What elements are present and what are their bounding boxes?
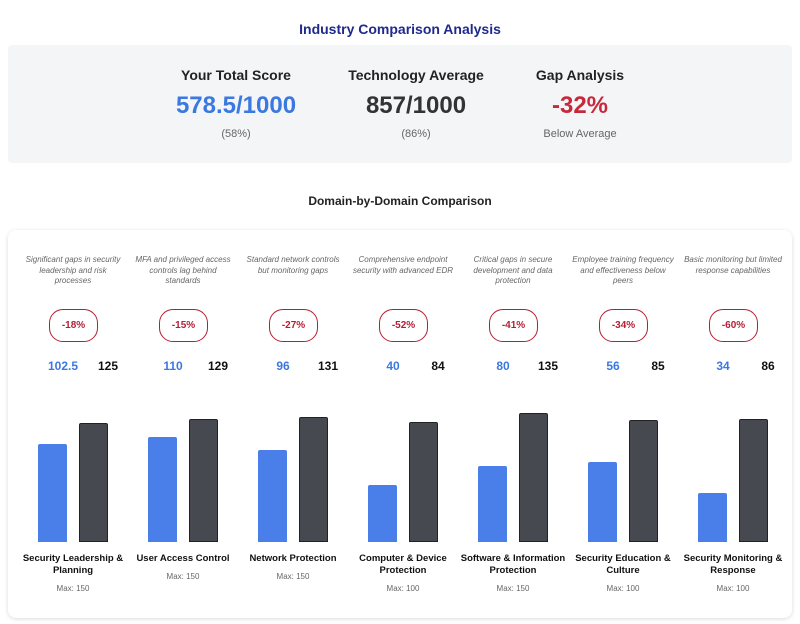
- domain-column: Basic monitoring but limited response ca…: [678, 230, 788, 618]
- your-score-bar: [368, 484, 397, 542]
- industry-average-bar: [299, 417, 328, 542]
- chart-title: Domain-by-Domain Comparison: [308, 194, 492, 208]
- domain-description: Critical gaps in secure development and …: [473, 255, 553, 285]
- domain-column: Employee training frequency and effectiv…: [568, 230, 678, 618]
- domain-column: Significant gaps in security leadership …: [18, 230, 128, 618]
- domain-column: Comprehensive endpoint security with adv…: [348, 230, 458, 618]
- page-title: Industry Comparison Analysis: [299, 21, 501, 37]
- domain-description: Comprehensive endpoint security with adv…: [352, 255, 454, 275]
- domain-max: Max: 150: [56, 584, 90, 593]
- domain-description: Employee training frequency and effectiv…: [572, 255, 674, 285]
- average-value: 125: [97, 359, 119, 373]
- average-value: 135: [537, 359, 559, 373]
- your-score-stat: Your Total Score 578.5/1000 (58%): [156, 67, 316, 140]
- domain-max: Max: 100: [386, 584, 420, 593]
- domain-name: User Access Control: [136, 553, 230, 564]
- your-score-value: 34: [716, 359, 730, 373]
- average-value: 131: [317, 359, 339, 373]
- average-value: 857/1000: [365, 92, 467, 119]
- average-value: 85: [651, 359, 665, 373]
- gap-stat: Gap Analysis -32% Below Average: [500, 67, 660, 140]
- domain-name: Security Education & Culture: [575, 553, 671, 576]
- domain-name: Software & Information Protection: [460, 553, 566, 576]
- gap-value: -32%: [551, 92, 609, 119]
- domain-name: Security Monitoring & Response: [683, 553, 783, 576]
- your-score-value: 56: [606, 359, 620, 373]
- domain-name: Computer & Device Protection: [359, 553, 447, 576]
- domain-column: MFA and privileged access controls lag b…: [128, 230, 238, 618]
- gap-badge: -41%: [489, 309, 538, 342]
- gap-badge: -60%: [709, 309, 758, 342]
- gap-badge: -27%: [269, 309, 318, 342]
- score-summary: Your Total Score 578.5/1000 (58%) Techno…: [8, 45, 792, 163]
- your-score-percent: (58%): [221, 128, 251, 140]
- gap-sub: Below Average: [543, 128, 617, 140]
- your-score-value: 96: [276, 359, 290, 373]
- gap-badge: -34%: [599, 309, 648, 342]
- industry-average-bar: [629, 420, 658, 542]
- industry-average-bar: [189, 419, 218, 542]
- domain-column: Standard network controls but monitoring…: [238, 230, 348, 618]
- gap-label: Gap Analysis: [535, 67, 625, 83]
- gap-badge: -15%: [159, 309, 208, 342]
- domain-name: Network Protection: [249, 553, 337, 564]
- domain-description: Basic monitoring but limited response ca…: [684, 255, 782, 275]
- your-score-bar: [588, 461, 617, 542]
- domain-description: Significant gaps in security leadership …: [25, 255, 121, 285]
- domain-max: Max: 150: [496, 584, 530, 593]
- average-stat: Technology Average 857/1000 (86%): [336, 67, 496, 140]
- your-score-bar: [148, 437, 177, 542]
- average-value: 84: [431, 359, 445, 373]
- your-score-bar: [38, 444, 67, 542]
- your-score-bar: [478, 465, 507, 542]
- industry-average-bar: [79, 422, 108, 542]
- domain-name: Security Leadership & Planning: [22, 553, 124, 576]
- domain-max: Max: 150: [276, 572, 310, 581]
- domain-max: Max: 100: [716, 584, 750, 593]
- domain-column: Critical gaps in secure development and …: [458, 230, 568, 618]
- industry-average-bar: [409, 421, 438, 542]
- industry-average-bar: [519, 413, 548, 542]
- your-score-value: 40: [386, 359, 400, 373]
- domain-chart: Significant gaps in security leadership …: [8, 230, 792, 618]
- domain-description: Standard network controls but monitoring…: [246, 255, 340, 275]
- your-score-bar: [698, 493, 727, 542]
- domain-max: Max: 150: [166, 572, 200, 581]
- your-score-value: 578.5/1000: [175, 92, 297, 119]
- your-score-value: 110: [163, 359, 183, 373]
- average-value: 129: [207, 359, 229, 373]
- average-label: Technology Average: [348, 67, 484, 83]
- domain-max: Max: 100: [606, 584, 640, 593]
- your-score-value: 102.5: [47, 359, 79, 373]
- average-value: 86: [761, 359, 775, 373]
- your-score-bar: [258, 450, 287, 542]
- domain-description: MFA and privileged access controls lag b…: [135, 255, 231, 285]
- your-score-value: 80: [496, 359, 510, 373]
- gap-badge: -52%: [379, 309, 428, 342]
- your-score-label: Your Total Score: [181, 67, 291, 83]
- average-percent: (86%): [401, 128, 431, 140]
- gap-badge: -18%: [49, 309, 98, 342]
- industry-average-bar: [739, 419, 768, 542]
